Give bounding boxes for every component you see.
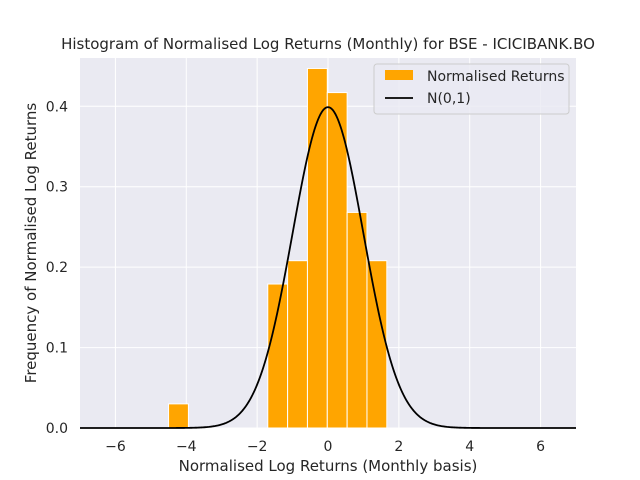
x-tick-label: −2	[247, 439, 268, 455]
chart-title: Histogram of Normalised Log Returns (Mon…	[61, 35, 595, 53]
legend-box	[373, 63, 570, 115]
x-tick-label: 2	[394, 439, 403, 455]
histogram-bar	[366, 260, 388, 429]
histogram-bar	[267, 283, 289, 429]
x-tick-label: 4	[465, 439, 474, 455]
y-tick-label: 0.2	[46, 260, 68, 276]
histogram-bar	[346, 211, 368, 429]
y-axis-label: Frequency of Normalised Log Returns	[22, 103, 40, 384]
y-tick-label: 0.3	[46, 180, 68, 196]
x-tick-label: −6	[105, 439, 126, 455]
x-tick-label: 0	[324, 439, 333, 455]
normal-curve	[80, 106, 576, 429]
histogram-bars	[168, 67, 388, 429]
y-tick-label: 0.0	[46, 421, 68, 437]
y-tick-label: 0.4	[46, 99, 68, 115]
histogram-bar	[287, 260, 308, 429]
legend-swatch-histogram	[385, 70, 413, 80]
legend-label-histogram: Normalised Returns	[427, 69, 565, 85]
x-axis-label: Normalised Log Returns (Monthly basis)	[179, 457, 478, 475]
legend-label-curve: N(0,1)	[427, 91, 471, 107]
histogram-bar	[168, 403, 189, 429]
x-tick-label: 6	[536, 439, 545, 455]
legend: Normalised Returns N(0,1)	[373, 63, 570, 115]
y-tick-labels: 0.0 0.1 0.2 0.3 0.4	[46, 99, 68, 437]
x-tick-label: −4	[176, 439, 197, 455]
x-tick-labels: −6 −4 −2 0 2 4 6	[105, 439, 545, 455]
histogram-bar	[326, 92, 348, 429]
y-tick-label: 0.1	[46, 341, 68, 357]
